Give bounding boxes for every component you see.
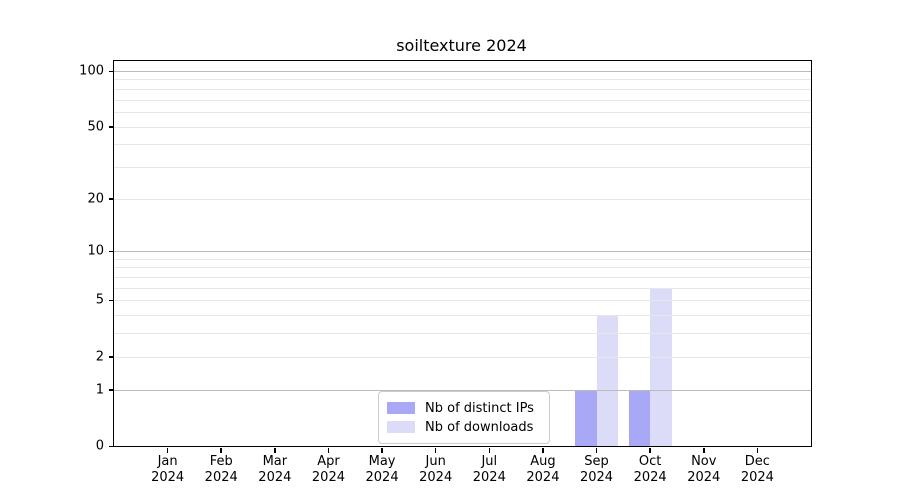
gridline-minor [114, 356, 811, 358]
plot-area: Nb of distinct IPs Nb of downloads 0 1 2 5 1… [79, 60, 812, 485]
gridline-minor [114, 333, 811, 335]
x-axis-tick-label: May 2024 [365, 454, 399, 485]
x-axis-tick-label: Sep 2024 [579, 454, 614, 485]
bar-distinct-ips [628, 389, 651, 446]
y-axis-tick-label: 2 [95, 349, 104, 365]
x-axis-tick [756, 447, 759, 453]
x-axis-tick-label: Nov 2024 [687, 454, 721, 485]
x-axis-tick [381, 447, 383, 453]
y-axis-tick [108, 126, 113, 128]
x-axis-tick-label: Apr 2024 [311, 454, 345, 485]
y-axis-tick [108, 445, 113, 447]
y-axis-tick-label: 50 [87, 119, 104, 135]
x-axis-tick-label: Oct 2024 [633, 454, 667, 485]
x-axis-tick-label: Aug 2024 [526, 454, 560, 485]
y-axis-tick-label: 5 [95, 292, 104, 308]
y-axis-tick [108, 389, 113, 391]
gridline-minor [114, 99, 811, 101]
x-axis-tick [649, 447, 651, 453]
y-axis-tick-label: 1 [95, 382, 104, 398]
gridline-minor [114, 111, 811, 113]
y-axis-tick-label: 100 [79, 63, 104, 79]
y-axis-tick [108, 198, 113, 200]
chart-title: soiltexture 2024 [396, 36, 527, 55]
gridline-minor [114, 277, 811, 279]
bar-distinct-ips [575, 389, 597, 446]
gridline-minor [114, 126, 811, 128]
x-axis-tick [220, 447, 222, 453]
gridline-minor [114, 144, 811, 146]
x-axis-tick [434, 447, 437, 453]
x-axis-tick-label: Mar 2024 [258, 454, 292, 485]
y-axis-tick-label: 20 [87, 191, 104, 207]
y-axis-tick-label: 0 [95, 438, 104, 454]
gridline-major [114, 71, 811, 72]
legend-label: Nb of downloads [425, 419, 534, 435]
x-axis-tick-label: Jun 2024 [419, 454, 453, 485]
legend: Nb of distinct IPs Nb of downloads [378, 391, 550, 444]
x-axis-tick [703, 447, 705, 453]
legend-item: Nb of downloads [387, 418, 541, 436]
x-axis-tick-label: Jan 2024 [151, 454, 185, 485]
gridline-minor [114, 300, 811, 302]
legend-swatch-downloads [387, 421, 415, 433]
y-axis-tick-label: 10 [87, 243, 104, 259]
x-axis-tick [166, 447, 169, 453]
x-axis-tick [327, 447, 330, 453]
gridline-minor [114, 258, 811, 260]
gridline-minor [114, 88, 811, 90]
legend-label: Nb of distinct IPs [425, 400, 534, 416]
gridline-minor [114, 287, 811, 289]
legend-item: Nb of distinct IPs [387, 399, 541, 417]
gridline-minor [114, 315, 811, 317]
x-axis-tick-label: Feb 2024 [204, 454, 238, 485]
y-axis-tick [108, 356, 113, 358]
legend-swatch-distinct-ips [387, 402, 415, 414]
bar-downloads [596, 315, 618, 446]
x-axis-tick [274, 447, 276, 453]
y-axis-tick [108, 299, 113, 302]
x-axis-tick [542, 447, 544, 453]
y-axis-tick [108, 250, 113, 253]
x-axis-tick-label: Dec 2024 [740, 454, 774, 485]
bar-downloads [650, 287, 672, 446]
gridline-minor [114, 79, 811, 81]
x-axis-tick [595, 447, 598, 453]
gridline-major [114, 251, 811, 253]
gridline-minor [114, 198, 811, 200]
x-axis-tick-label: Jul 2024 [472, 454, 506, 485]
y-axis-tick [108, 70, 113, 72]
gridline-minor [114, 267, 811, 269]
gridline-major [114, 389, 811, 391]
x-axis-tick [488, 447, 491, 453]
gridline-minor [114, 166, 811, 168]
